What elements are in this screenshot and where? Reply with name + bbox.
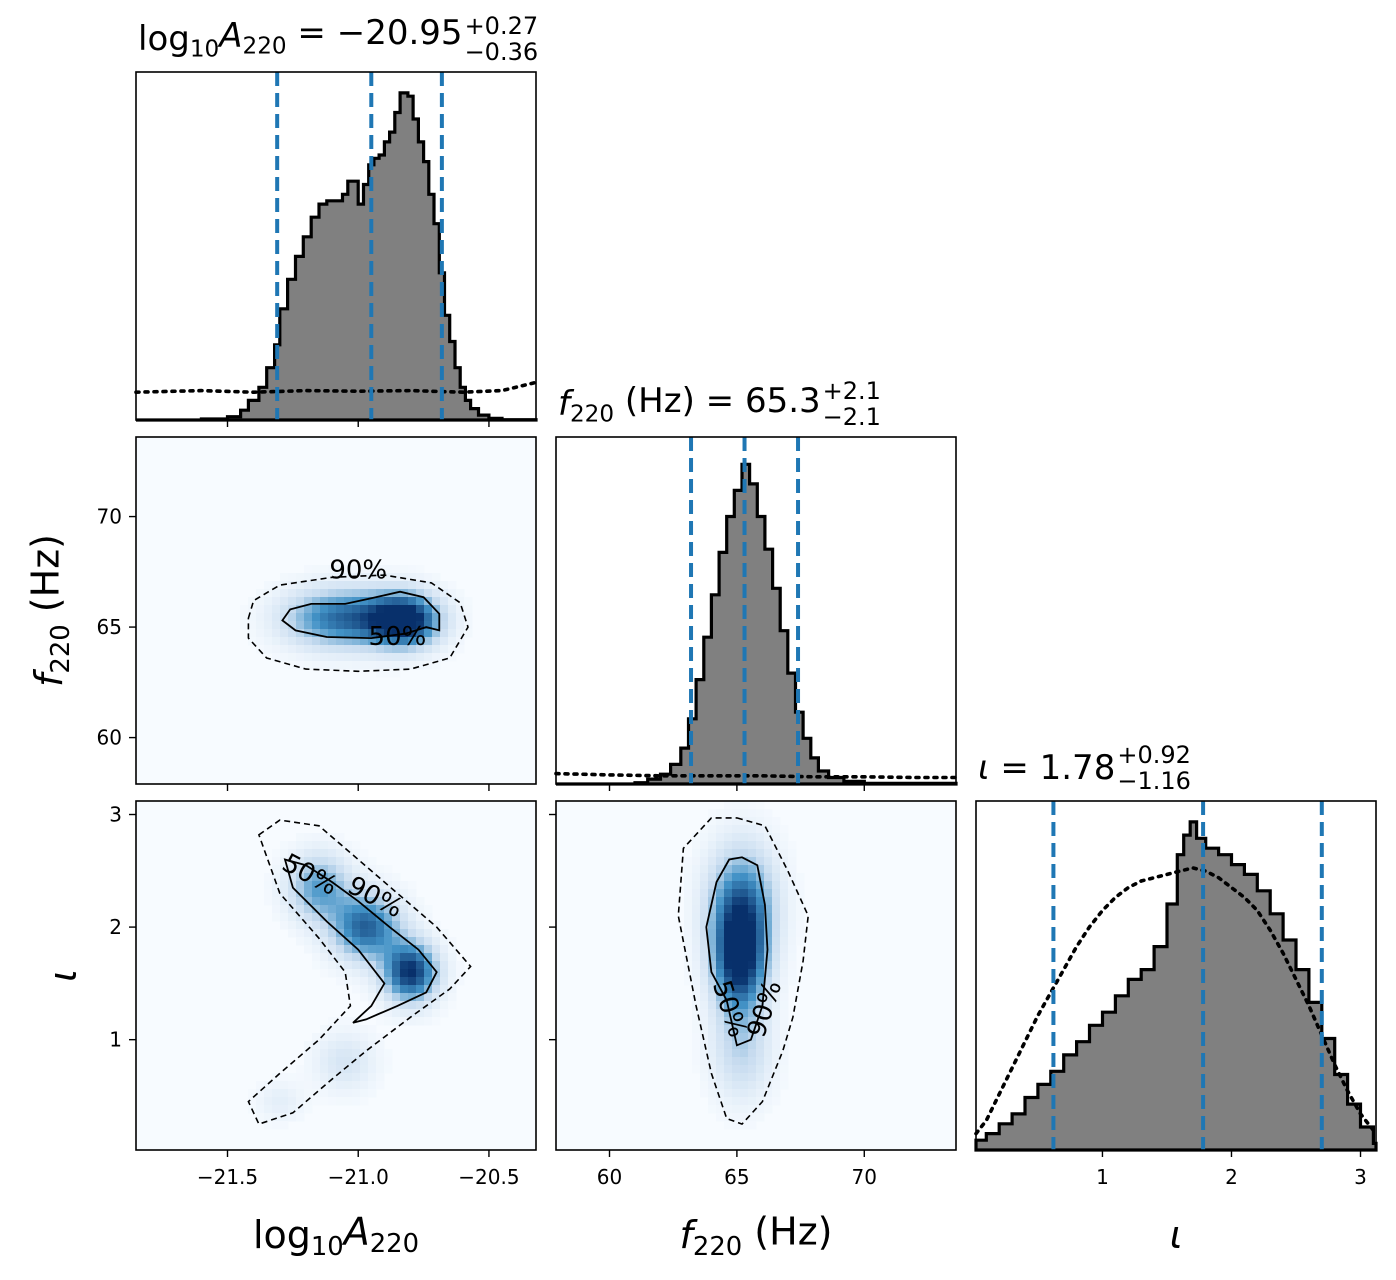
title-value: = 1.78	[990, 748, 1116, 788]
joint-f220-iota: 50%90%	[555, 800, 957, 1151]
axis-label-unit: (Hz)	[24, 534, 68, 624]
axis-label-log: log	[138, 19, 190, 59]
axis-label-sub2: 220	[693, 1232, 742, 1262]
marginal-logA-prior	[134, 380, 538, 395]
title-iota-plus: +0.92	[1117, 741, 1191, 769]
joint-logA-f220: 50% 90%	[135, 436, 537, 785]
xlabel-iota: ι	[1170, 1213, 1183, 1257]
marginal-logA	[134, 71, 538, 422]
title-logA-plus: +0.27	[465, 12, 539, 40]
joint-f220-iota-density	[684, 801, 805, 1130]
joint-logA-f220-contour-50	[281, 590, 441, 640]
title-logA: log10A220 = −20.95	[138, 13, 463, 63]
marginal-f220-histogram	[556, 462, 958, 786]
joint-f220-iota-xtick-label-1: 65	[724, 1165, 749, 1189]
joint-logA-f220-ytick-label-2: 70	[97, 505, 122, 529]
joint-logA-f220-label-0: 50%	[369, 622, 427, 652]
title-f220: f220 (Hz) = 65.3	[558, 381, 821, 428]
joint-logA-iota: 50% 90%	[135, 800, 537, 1151]
joint-logA-iota-xtick-label-1: −21.0	[328, 1165, 389, 1189]
joint-logA-f220-density	[240, 565, 473, 678]
axis-label-unit: (Hz)	[742, 1210, 832, 1254]
marginal-f220	[554, 436, 958, 786]
marginal-logA-histogram	[136, 91, 538, 422]
axis-label-var: ι	[1170, 1213, 1183, 1257]
title-iota-minus: −1.16	[1117, 767, 1191, 795]
axis-label-var: ι	[41, 969, 85, 982]
axis-label-var: ι	[978, 748, 990, 788]
joint-logA-f220-label-1: 90%	[329, 555, 387, 585]
joint-logA-iota-ytick-label-1: 2	[109, 915, 122, 939]
title-f220-plus: +2.1	[823, 377, 881, 405]
axis-label-unit: (Hz)	[614, 381, 695, 421]
axis-label-sub2: 220	[46, 624, 76, 673]
joint-logA-iota-ytick-label-2: 3	[109, 803, 122, 827]
axis-label-sub2: 220	[370, 1229, 419, 1259]
joint-logA-f220-ytick-label-1: 65	[97, 615, 122, 639]
joint-f220-iota-frame	[555, 800, 957, 1151]
axis-label-sub1: 10	[311, 1232, 344, 1262]
joint-logA-iota-contour-90	[247, 819, 472, 1126]
axis-label-sub1: 10	[190, 36, 219, 62]
joint-logA-iota-xtick-label-2: −20.5	[458, 1165, 519, 1189]
marginal-iota-prior	[974, 866, 1378, 1136]
joint-f220-iota-contour-50	[705, 856, 769, 1047]
xlabel-f220: f220 (Hz)	[680, 1210, 833, 1263]
axis-label-var: A	[341, 1210, 370, 1254]
joint-logA-f220-frame	[135, 436, 537, 785]
title-value: = −20.95	[287, 13, 463, 53]
joint-f220-iota-xtick-label-2: 70	[852, 1165, 877, 1189]
joint-f220-iota-xtick-label-0: 60	[597, 1165, 622, 1189]
marginal-iota-xtick-label-2: 3	[1354, 1165, 1367, 1189]
title-logA-minus: −0.36	[465, 38, 539, 66]
ylabel-iota: ι	[41, 969, 85, 982]
axis-label-var: A	[217, 16, 242, 56]
marginal-iota	[974, 800, 1378, 1152]
joint-logA-f220-ytick-label-0: 60	[97, 726, 122, 750]
marginal-logA-frame	[135, 71, 537, 421]
marginal-iota-xtick-label-1: 2	[1225, 1165, 1238, 1189]
joint-logA-iota-xtick-label-0: −21.5	[197, 1165, 258, 1189]
joint-logA-iota-frame	[135, 800, 537, 1151]
marginal-iota-frame	[975, 800, 1377, 1151]
joint-logA-iota-ytick-label-0: 1	[109, 1028, 122, 1052]
marginal-f220-prior	[554, 771, 958, 780]
title-iota: ι = 1.78	[978, 748, 1115, 788]
axis-label-sub2: 220	[243, 33, 287, 59]
title-value: = 65.3	[695, 381, 821, 421]
xlabel-logA: log10A220	[253, 1210, 419, 1263]
marginal-f220-frame	[555, 436, 957, 785]
title-f220-minus: −2.1	[823, 403, 881, 431]
marginal-iota-xtick-label-0: 1	[1096, 1165, 1109, 1189]
axis-label-log: log	[253, 1213, 311, 1257]
ylabel-f220: f220 (Hz)	[24, 534, 77, 687]
joint-logA-iota-contour-50	[283, 858, 438, 1024]
joint-f220-iota-contour-90	[677, 817, 810, 1126]
joint-logA-f220-contour-90	[247, 574, 469, 673]
axis-label-sub2: 220	[570, 401, 614, 427]
